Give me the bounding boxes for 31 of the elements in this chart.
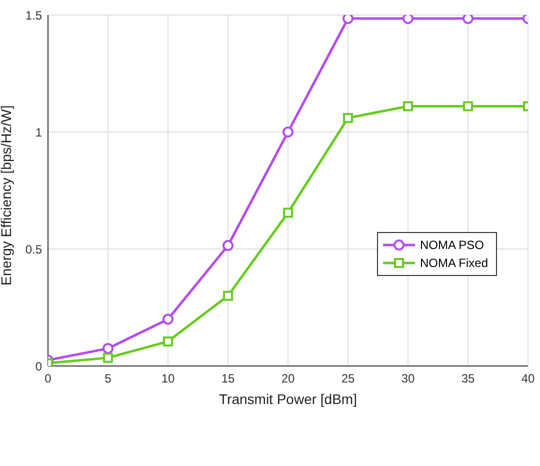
x-tick-label: 40 (521, 372, 535, 386)
point (222, 240, 234, 251)
legend-label: NOMA PSO (420, 238, 484, 252)
point (463, 101, 473, 112)
point (103, 352, 113, 363)
point (462, 15, 474, 24)
x-tick-label: 30 (401, 372, 415, 386)
y-tick-label: 1 (35, 125, 42, 140)
x-tick-label: 10 (161, 372, 175, 386)
point (223, 290, 233, 301)
x-tick-label: 15 (221, 372, 235, 386)
y-tick-label: 1.5 (25, 8, 42, 22)
x-tick-label: 0 (44, 372, 52, 386)
point (342, 15, 354, 24)
x-tick-label: 35 (461, 372, 475, 386)
point (402, 15, 414, 24)
x-tick-label: 5 (104, 372, 112, 386)
x-tick-label: 20 (281, 372, 295, 386)
y-tick-label: 0.5 (25, 242, 42, 256)
point (283, 208, 293, 218)
x-tick-label: 25 (341, 372, 355, 386)
y-tick-label: 0 (35, 359, 42, 374)
x-axis-title: Transmit Power [dBm] (219, 391, 357, 407)
point (163, 336, 173, 346)
y-axis-title: Energy Efficiency [bps/Hz/W] (0, 105, 14, 286)
point (282, 126, 294, 138)
point (343, 112, 353, 123)
point (403, 101, 413, 112)
legend-label: NOMA Fixed (420, 256, 488, 270)
point (102, 342, 114, 354)
point (162, 314, 174, 325)
